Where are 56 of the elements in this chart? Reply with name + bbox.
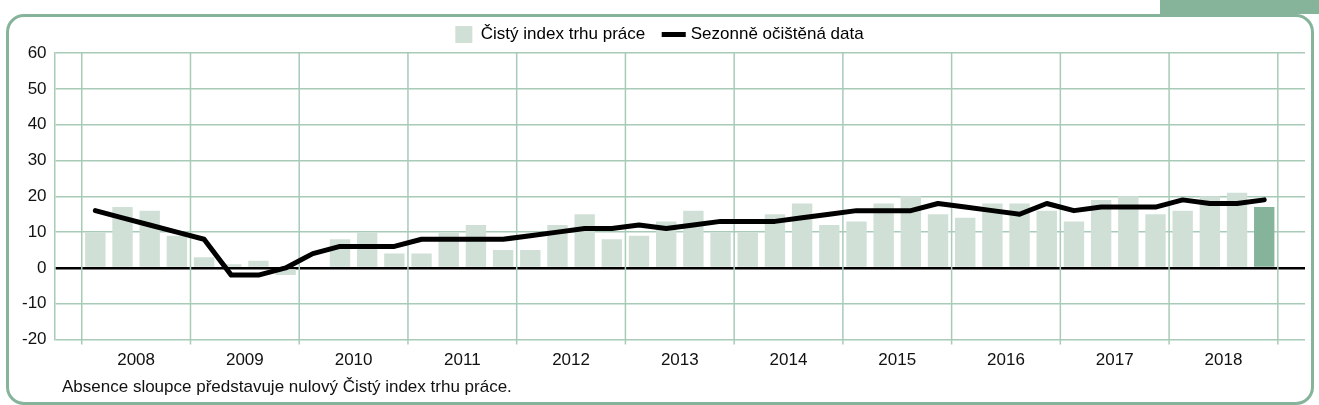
y-tick-label: 40 <box>27 114 47 134</box>
bar <box>683 210 704 267</box>
x-tick-label: 2008 <box>117 350 156 370</box>
x-tick-label: 2010 <box>334 350 373 370</box>
bar <box>384 253 405 267</box>
x-tick-label: 2011 <box>444 350 481 370</box>
x-tick-label: 2016 <box>987 350 1025 370</box>
bar <box>737 232 758 267</box>
bar <box>248 260 269 267</box>
bar <box>1172 210 1193 267</box>
text: Absence sloupce představuje nulový Čistý index trhu práce. <box>62 377 512 397</box>
y-tick-label: 30 <box>27 150 47 170</box>
y-tick-label: 0 <box>37 257 47 277</box>
bar <box>710 232 731 267</box>
bar <box>791 203 813 267</box>
bar <box>819 224 840 267</box>
legend-label: Čistý index trhu práce <box>480 24 646 44</box>
x-tick-label: 2014 <box>769 350 808 370</box>
y-tick-label: 50 <box>27 78 47 98</box>
bar <box>982 203 1003 267</box>
y-tick-label: 60 <box>27 42 47 62</box>
bar <box>955 217 976 267</box>
bar <box>1036 210 1057 267</box>
bar <box>492 250 514 267</box>
bar <box>1009 203 1030 267</box>
y-tick-label: -20 <box>21 329 47 349</box>
bar <box>112 207 133 267</box>
x-tick-label: 2013 <box>660 350 699 370</box>
bar <box>1254 207 1275 267</box>
legend-label: Sezonně očištěná data <box>690 24 865 44</box>
x-tick-label: 2015 <box>878 350 917 370</box>
bar <box>873 203 894 267</box>
y-tick-label: 20 <box>27 185 47 205</box>
bar <box>1226 192 1248 267</box>
bar <box>1118 196 1139 267</box>
bar <box>411 253 432 267</box>
y-tick-label: -10 <box>21 293 47 313</box>
bar <box>1145 214 1166 267</box>
y-tick-label: 10 <box>27 221 47 241</box>
bar <box>1090 199 1112 267</box>
x-tick-label: 2018 <box>1204 350 1243 370</box>
bar <box>900 196 922 267</box>
bar <box>85 232 106 267</box>
bar <box>166 235 188 267</box>
bar <box>601 239 623 267</box>
bar <box>1199 196 1221 267</box>
x-tick-label: 2017 <box>1095 350 1134 370</box>
bar <box>846 221 867 267</box>
bar <box>628 235 650 267</box>
x-tick-label: 2009 <box>225 350 264 370</box>
bar <box>520 250 541 267</box>
bar <box>927 214 949 267</box>
bar <box>1063 221 1085 267</box>
bar <box>764 214 786 267</box>
x-tick-label: 2012 <box>552 350 590 370</box>
bar <box>193 257 215 267</box>
